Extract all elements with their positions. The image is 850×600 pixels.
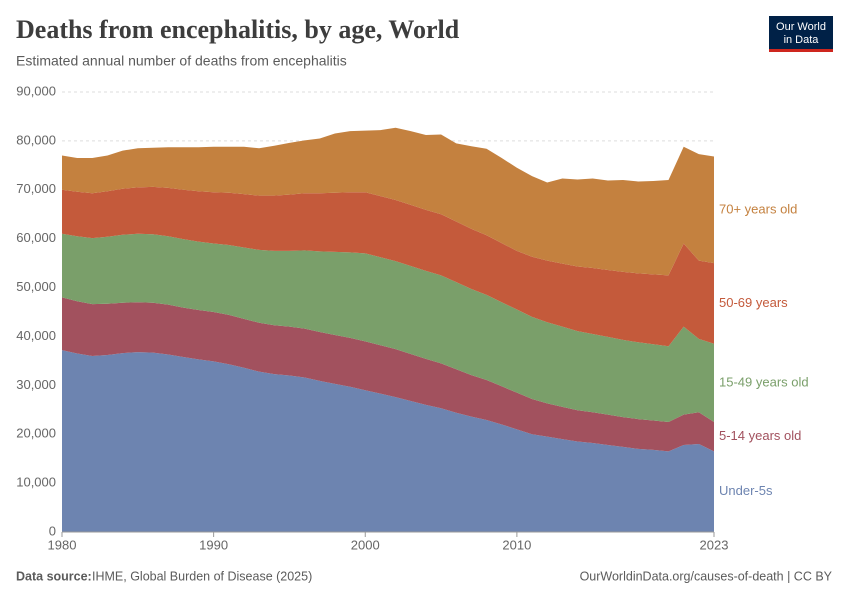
y-tick-label: 10,000 [16,475,56,490]
y-tick-label: 80,000 [16,132,56,147]
series-label: 5-14 years old [719,428,801,443]
x-tick-label: 2000 [351,537,380,552]
chart-title: Deaths from encephalitis, by age, World [16,15,460,44]
source-label: Data source: [16,569,92,583]
x-tick-label: 2010 [502,537,531,552]
logo-text: Our World [776,21,826,33]
logo[interactable]: Our World in Data [769,16,833,52]
y-tick-label: 20,000 [16,426,56,441]
y-tick-label: 30,000 [16,377,56,392]
area [62,350,714,532]
chart-subtitle: Estimated annual number of deaths from e… [16,53,347,69]
url[interactable]: OurWorldinData.org/causes-of-death | CC … [580,569,833,583]
x-tick-label: 1980 [48,537,77,552]
y-tick-label: 70,000 [16,181,56,196]
x-tick-label: 2023 [700,537,729,552]
y-tick-label: 0 [49,523,56,538]
area [62,297,714,452]
series-label: Under-5s [719,483,773,498]
area [62,127,714,276]
y-tick-label: 40,000 [16,328,56,343]
y-tick-label: 90,000 [16,83,56,98]
logo-box [769,16,833,52]
logo-underline [769,49,833,52]
source: IHME, Global Burden of Disease (2025) [92,569,312,583]
series-label: 70+ years old [719,201,797,216]
area [62,233,714,422]
x-tick-label: 1990 [199,537,228,552]
logo-text: in Data [784,34,820,46]
y-tick-label: 60,000 [16,230,56,245]
series-label: 50-69 years [719,295,788,310]
area [62,186,714,347]
series-label: 15-49 years old [719,374,809,389]
y-tick-label: 50,000 [16,279,56,294]
